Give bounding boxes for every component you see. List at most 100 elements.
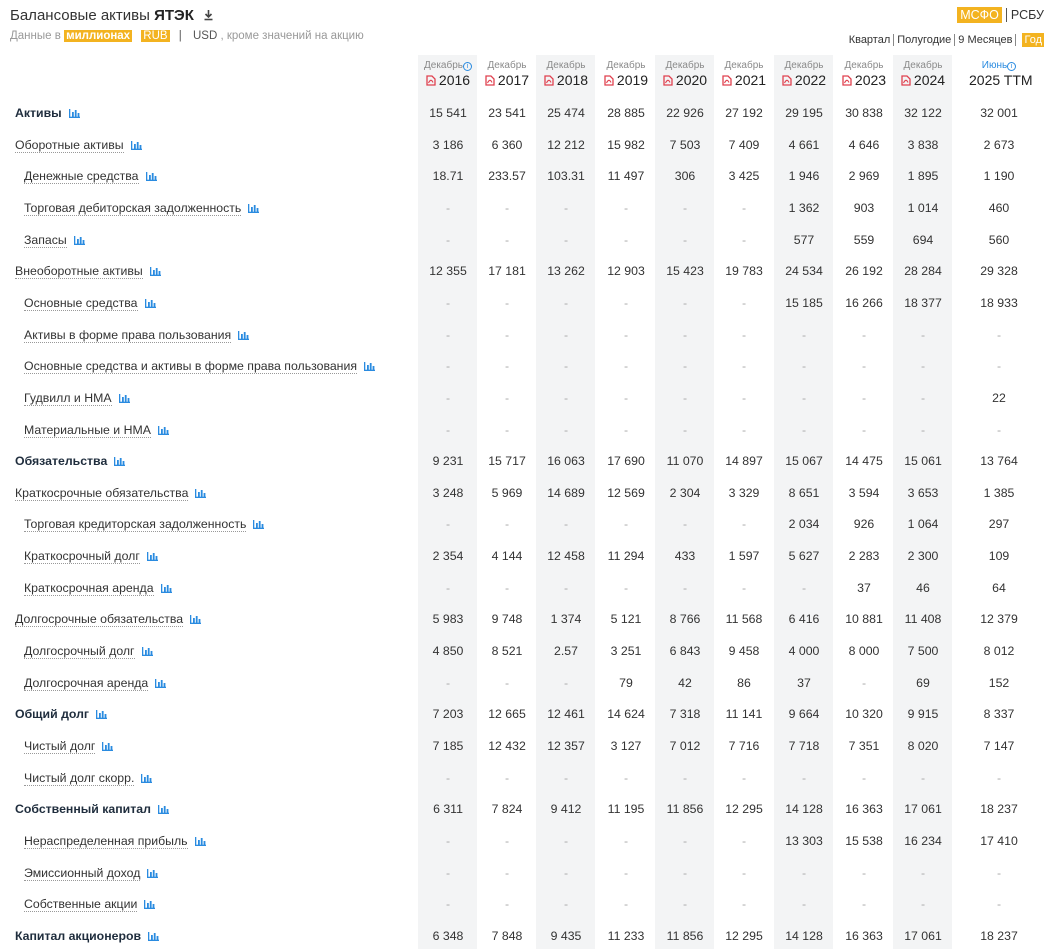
column-year: 2016	[418, 72, 478, 89]
bar-chart-icon[interactable]	[68, 107, 80, 121]
row-label[interactable]: Основные средства и активы в форме права…	[24, 359, 375, 375]
row-label[interactable]: Краткосрочные обязательства	[15, 485, 207, 501]
bar-chart-icon[interactable]	[102, 740, 114, 754]
pdf-icon[interactable]	[901, 73, 911, 89]
bar-chart-icon[interactable]	[73, 234, 85, 248]
bar-chart-icon[interactable]	[149, 265, 161, 279]
row-label[interactable]: Краткосрочный долг	[24, 549, 158, 565]
period-year[interactable]: Год	[1022, 33, 1044, 47]
column-header[interactable]: Декабрь 2023	[834, 60, 894, 89]
row-label[interactable]: Активы в форме права пользования	[24, 327, 250, 343]
bar-chart-icon[interactable]	[160, 582, 172, 596]
row-label[interactable]: Капитал акционеров	[15, 929, 160, 944]
row-label[interactable]: Обязательства	[15, 454, 126, 469]
table-cell: -	[741, 770, 747, 785]
row-label[interactable]: Собственный капитал	[15, 802, 169, 817]
download-icon[interactable]	[203, 8, 214, 25]
table-cell: 1 385	[983, 485, 1015, 500]
row-label[interactable]: Долгосрочный долг	[24, 644, 153, 660]
row-label[interactable]: Гудвилл и НМА	[24, 390, 130, 406]
table-cell: 3 251	[610, 644, 642, 659]
bar-chart-icon[interactable]	[155, 677, 167, 691]
bar-chart-icon[interactable]	[146, 550, 158, 564]
column-header[interactable]: Декабрь 2021	[714, 60, 774, 89]
row-label[interactable]: Активы	[15, 106, 80, 121]
row-label[interactable]: Материальные и НМА	[24, 422, 169, 438]
bar-chart-icon[interactable]	[148, 930, 160, 944]
table-cell: 12 461	[547, 707, 585, 722]
bar-chart-icon[interactable]	[96, 708, 108, 722]
row-label[interactable]: Запасы	[24, 232, 85, 248]
table-cell: 694	[912, 232, 934, 247]
bar-chart-icon[interactable]	[364, 360, 375, 374]
pdf-icon[interactable]	[426, 73, 436, 89]
bar-chart-icon[interactable]	[145, 170, 157, 184]
bar-chart-icon[interactable]	[144, 297, 156, 311]
row-label[interactable]: Нераспределенная прибыль	[24, 833, 206, 849]
bar-chart-icon[interactable]	[195, 487, 207, 501]
row-label[interactable]: Внеоборотные активы	[15, 264, 161, 280]
bar-chart-icon[interactable]	[130, 139, 142, 153]
row-label[interactable]: Чистый долг скорр.	[24, 770, 153, 786]
table-cell: 9 458	[728, 644, 760, 659]
column-header[interactable]: Декабрь 2024	[893, 60, 953, 89]
pdf-icon[interactable]	[782, 73, 792, 89]
column-month: Декабрь	[724, 60, 764, 71]
currency-usd-toggle[interactable]: USD	[192, 30, 218, 42]
bar-chart-icon[interactable]	[147, 867, 159, 881]
bar-chart-icon[interactable]	[141, 772, 153, 786]
table-cell: 7 012	[669, 739, 701, 753]
table-cell: -	[504, 770, 510, 785]
bar-chart-icon[interactable]	[157, 803, 169, 817]
bar-chart-icon[interactable]	[194, 835, 206, 849]
column-header[interactable]: Декабрь 2020	[655, 60, 715, 89]
bar-chart-icon[interactable]	[114, 455, 126, 469]
row-label[interactable]: Долгосрочная аренда	[24, 675, 167, 691]
pdf-icon[interactable]	[722, 73, 732, 89]
table-cell: 14 128	[785, 928, 823, 943]
standard-msfo[interactable]: МСФО	[957, 7, 1002, 23]
row-label[interactable]: Чистый долг	[24, 739, 114, 754]
period-quarter[interactable]: Квартал	[848, 34, 891, 46]
standard-rsbu[interactable]: РСБУ	[1005, 8, 1044, 22]
row-label[interactable]: Торговая кредиторская задолженность	[24, 517, 265, 533]
bar-chart-icon[interactable]	[253, 518, 265, 532]
table-cell: 25 474	[547, 106, 585, 120]
column-header[interactable]: Декабрь 2018	[536, 60, 596, 89]
row-label[interactable]: Краткосрочная аренда	[24, 580, 172, 596]
row-label[interactable]: Собственные акции	[24, 897, 156, 913]
pdf-icon[interactable]	[663, 73, 673, 89]
row-label[interactable]: Денежные средства	[24, 169, 157, 185]
table-cell: -	[504, 833, 510, 848]
bar-chart-icon[interactable]	[157, 424, 169, 438]
pdf-icon[interactable]	[485, 73, 495, 89]
row-label[interactable]: Общий долг	[15, 707, 108, 722]
table-cell: -	[801, 770, 807, 785]
currency-rub-toggle[interactable]: RUB	[141, 30, 170, 42]
pdf-icon[interactable]	[604, 73, 614, 89]
info-icon[interactable]: i	[1007, 62, 1017, 71]
row-label[interactable]: Эмиссионный доход	[24, 865, 159, 881]
bar-chart-icon[interactable]	[238, 329, 250, 343]
bar-chart-icon[interactable]	[190, 613, 202, 627]
period-half-year[interactable]: Полугодие	[893, 34, 955, 46]
table-cell: -	[623, 770, 629, 785]
row-label[interactable]: Основные средства	[24, 295, 156, 311]
table-cell: -	[801, 865, 807, 880]
row-label[interactable]: Торговая дебиторская задолженность	[24, 200, 260, 216]
bar-chart-icon[interactable]	[248, 202, 260, 216]
pdf-icon[interactable]	[544, 73, 554, 89]
period-9-months[interactable]: 9 Месяцев	[954, 34, 1016, 46]
row-label[interactable]: Долгосрочные обязательства	[15, 612, 202, 628]
bar-chart-icon[interactable]	[144, 898, 156, 912]
info-icon[interactable]: i	[463, 62, 472, 71]
column-header[interactable]: Декабрь 2017	[477, 60, 537, 89]
bar-chart-icon[interactable]	[141, 645, 153, 659]
row-label[interactable]: Оборотные активы	[15, 137, 142, 153]
column-header[interactable]: Декабрь i 2016	[418, 60, 478, 89]
column-header[interactable]: Декабрь 2022	[774, 60, 834, 89]
bar-chart-icon[interactable]	[118, 392, 130, 406]
column-header[interactable]: Декабрь 2019	[596, 60, 656, 89]
pdf-icon[interactable]	[842, 73, 852, 89]
column-header[interactable]: Июнь i 2025 TTM	[969, 60, 1033, 88]
